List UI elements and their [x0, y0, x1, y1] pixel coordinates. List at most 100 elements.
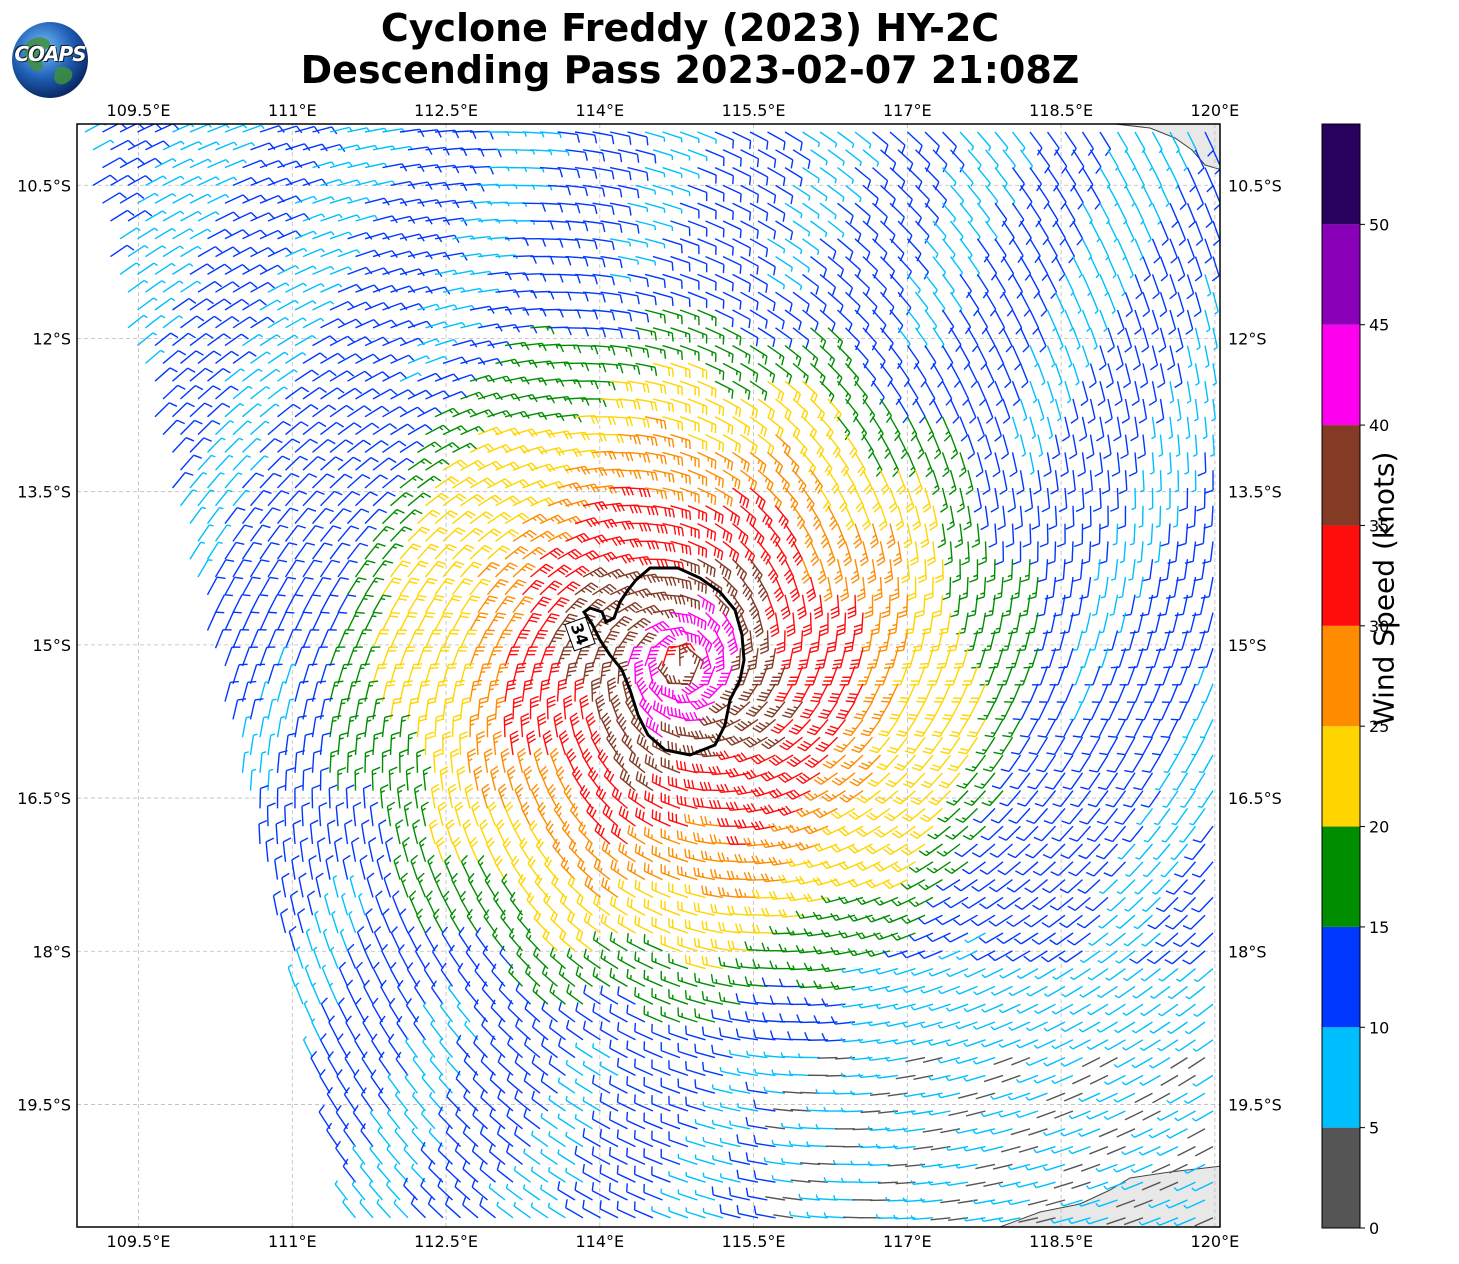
wind-barb [687, 184, 708, 202]
wind-barb [644, 273, 666, 289]
wind-barb [670, 184, 691, 197]
wind-barb [635, 362, 658, 376]
wind-barb [1029, 238, 1041, 264]
wind-barb [959, 309, 972, 335]
lat-tick-label-left: 15°S [32, 636, 71, 655]
wind-barb [372, 354, 398, 365]
wind-barb [775, 184, 794, 205]
wind-barb [154, 332, 179, 347]
wind-barb [1124, 220, 1135, 243]
wind-barb [837, 238, 854, 260]
wind-barb [749, 309, 768, 329]
wind-barb [312, 196, 335, 204]
wind-barb [842, 1216, 864, 1219]
wind-barb [976, 274, 989, 299]
wind-barb [504, 131, 528, 137]
wind-barb [162, 175, 185, 187]
wind-barb [827, 220, 845, 238]
wind-barb [259, 299, 282, 311]
wind-barb [1211, 256, 1220, 282]
wind-barb [705, 327, 725, 345]
wind-barb [592, 202, 615, 215]
wind-barb [180, 350, 204, 364]
wind-barb [845, 184, 862, 203]
wind-barb [172, 297, 197, 311]
wind-barb [522, 202, 547, 212]
wind-barb [1081, 309, 1091, 332]
wind-barb [1204, 167, 1214, 193]
wind-barb [1134, 274, 1143, 300]
wind-barb [434, 234, 460, 244]
wind-barb [127, 279, 149, 293]
wind-barb [592, 309, 616, 321]
wind-barb [267, 316, 289, 329]
wind-barb [644, 131, 666, 142]
wind-barb [932, 149, 948, 173]
wind-barb [1204, 309, 1211, 333]
wind-barb [224, 194, 250, 204]
wind-barb [889, 167, 906, 190]
wind-barb [320, 352, 345, 365]
wind-barb [522, 166, 545, 173]
colorbar-tick-label: 15 [1369, 918, 1389, 937]
wind-barb [1159, 149, 1171, 172]
wind-barb [154, 158, 177, 169]
wind-barb [197, 315, 222, 329]
wind-barb [285, 143, 311, 151]
wind-barb [600, 149, 623, 163]
wind-barb [644, 166, 666, 178]
wind-barb [802, 167, 820, 184]
wind-barb [557, 273, 581, 284]
wind-barb [417, 164, 442, 173]
wind-barb [792, 327, 810, 349]
wind-barb [810, 291, 827, 314]
colorbar-bin [1322, 425, 1360, 526]
wind-barb [889, 309, 904, 334]
wind-barb [967, 327, 979, 353]
wind-barb [137, 227, 159, 240]
wind-barb [1124, 256, 1134, 279]
wind-barb [302, 282, 325, 293]
lon-tick-label-bottom: 117°E [883, 1232, 932, 1251]
wind-barb [592, 273, 616, 286]
lat-tick-label-left: 12°S [32, 329, 71, 348]
wind-barb [802, 131, 820, 148]
wind-barb [670, 362, 691, 379]
wind-barb [1186, 238, 1196, 264]
wind-barb [627, 131, 649, 146]
wind-barb [635, 184, 657, 195]
wind-barb [547, 149, 570, 157]
wind-barb [810, 149, 828, 166]
wind-barb [172, 263, 194, 275]
wind-barb [232, 211, 258, 222]
wind-barb [407, 320, 433, 329]
wind-barb [382, 267, 408, 276]
wind-barb [180, 210, 202, 222]
wind-barb [259, 229, 285, 240]
wind-barb [802, 238, 820, 255]
wind-barb [557, 309, 582, 319]
wind-barb [802, 345, 819, 367]
wind-barb [662, 238, 683, 254]
wind-barb [592, 166, 615, 180]
wind-barb [635, 255, 657, 266]
wind-barb [582, 362, 607, 373]
wind-barb [994, 345, 1005, 371]
wind-barb [1054, 256, 1066, 282]
wind-barb [320, 248, 343, 258]
wind-barb [495, 324, 521, 333]
wind-barb [767, 166, 786, 187]
wind-barb [740, 220, 759, 239]
wind-barb [697, 131, 717, 144]
wind-barb [687, 327, 708, 344]
wind-barb [407, 355, 430, 365]
wind-barb [530, 220, 554, 230]
lon-tick-label-top: 117°E [883, 101, 932, 120]
wind-barb [862, 291, 878, 315]
wind-barb [697, 344, 717, 362]
wind-barb [644, 309, 667, 324]
wind-barb [714, 202, 734, 220]
wind-barb [460, 322, 483, 329]
wind-barb [635, 327, 657, 341]
